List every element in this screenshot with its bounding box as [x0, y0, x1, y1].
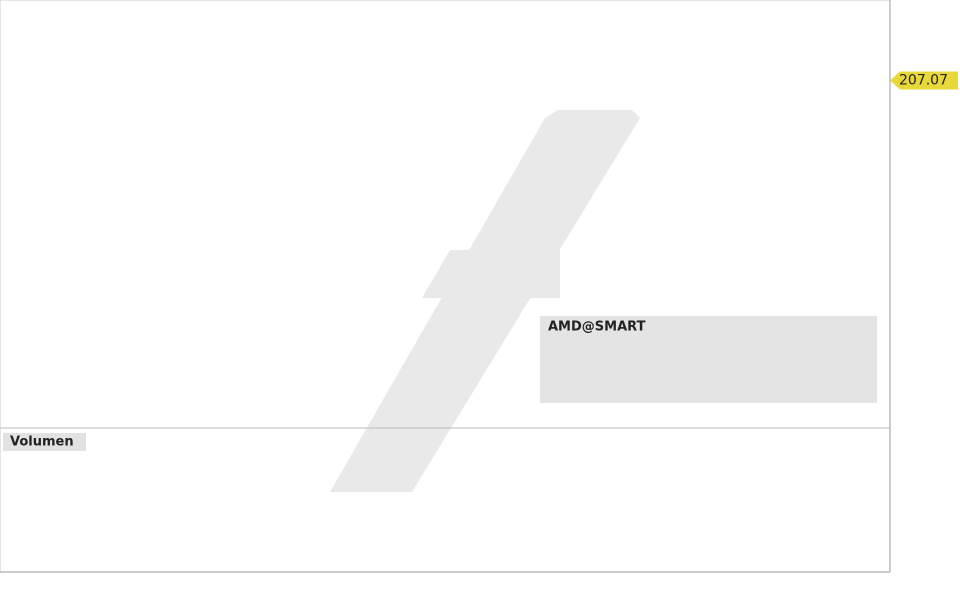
volume-title-box [3, 433, 86, 451]
legend-title: AMD@SMART [548, 320, 646, 335]
volume-title: Volumen [10, 435, 74, 450]
legend-box [540, 316, 877, 403]
last-price-label: 207.07 [899, 73, 948, 89]
watermark [330, 110, 640, 492]
last-price-box [890, 71, 958, 90]
